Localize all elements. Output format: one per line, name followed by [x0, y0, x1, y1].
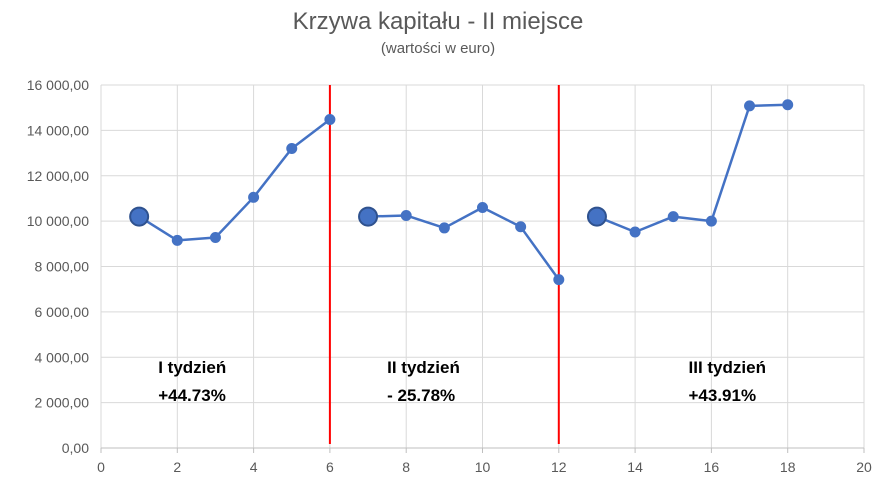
week-start-point [358, 206, 379, 227]
series-line [596, 103, 788, 234]
series-line [138, 118, 331, 242]
week-return-label: - 25.78% [387, 386, 455, 405]
week-return-label: +44.73% [158, 386, 226, 405]
y-tick-label: 14 000,00 [27, 122, 89, 138]
y-tick-label: 10 000,00 [27, 213, 89, 229]
y-tick-label: 8 000,00 [35, 259, 90, 275]
x-tick-label: 6 [326, 459, 334, 475]
data-point [629, 226, 641, 238]
week-label: III tydzień [689, 358, 766, 377]
x-tick-label: 10 [475, 459, 491, 475]
series-line [368, 206, 560, 281]
y-tick-label: 2 000,00 [35, 395, 90, 411]
y-tick-label: 16 000,00 [27, 77, 89, 93]
data-point [667, 211, 679, 223]
chart-title: Krzywa kapitału - II miejsce [292, 8, 584, 35]
data-point [171, 234, 183, 246]
week-label: I tydzień [158, 358, 226, 377]
data-point [477, 202, 488, 214]
x-tick-label: 12 [551, 459, 567, 475]
data-point [286, 143, 298, 155]
data-point [400, 209, 412, 221]
x-tick-label: 20 [856, 459, 872, 475]
data-point [248, 191, 260, 203]
week-start-point [586, 206, 607, 227]
x-tick-label: 18 [780, 459, 796, 475]
x-tick-label: 14 [627, 459, 643, 475]
x-tick-label: 16 [704, 459, 720, 475]
y-tick-label: 12 000,00 [27, 168, 89, 184]
x-tick-label: 0 [97, 459, 105, 475]
week-label: II tydzień [387, 358, 460, 377]
data-point [705, 215, 717, 227]
y-tick-label: 0,00 [62, 440, 89, 456]
chart-subtitle: (wartości w euro) [380, 40, 496, 57]
x-tick-label: 2 [173, 459, 181, 475]
data-point [515, 221, 527, 233]
week-start-point [129, 206, 150, 227]
data-point [324, 113, 336, 125]
data-point [553, 274, 565, 286]
y-tick-label: 6 000,00 [35, 304, 90, 320]
x-tick-label: 4 [250, 459, 258, 475]
data-point [744, 100, 756, 112]
data-point [438, 222, 450, 234]
x-tick-label: 8 [402, 459, 410, 475]
data-point [209, 231, 221, 243]
y-tick-label: 4 000,00 [35, 349, 90, 365]
data-point [782, 99, 794, 111]
week-return-label: +43.91% [689, 386, 757, 405]
